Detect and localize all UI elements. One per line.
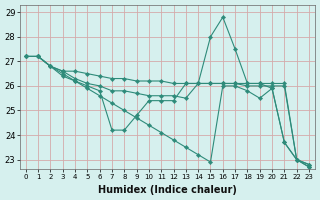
X-axis label: Humidex (Indice chaleur): Humidex (Indice chaleur) [98, 185, 237, 195]
